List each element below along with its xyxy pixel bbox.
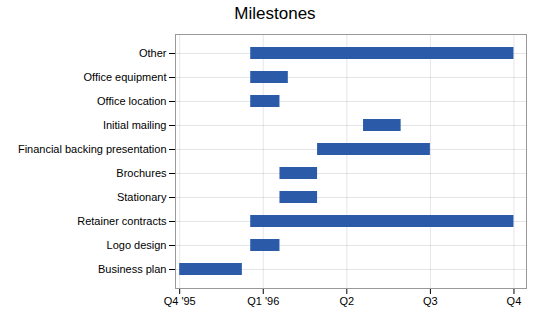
html-text:Milestones: Milestones — [234, 4, 316, 23]
svg-text:Other: Other — [139, 47, 167, 59]
svg-text:Office equipment: Office equipment — [84, 71, 167, 83]
svg-text:Financial backing presentation: Financial backing presentation — [18, 143, 167, 155]
svg-text:Q1 '96: Q1 '96 — [247, 295, 279, 307]
svg-text:Business plan: Business plan — [98, 263, 167, 275]
svg-text:Q2: Q2 — [339, 295, 354, 307]
svg-text:Office location: Office location — [97, 95, 167, 107]
svg-text:Q3: Q3 — [423, 295, 438, 307]
svg-text:Q4 '95: Q4 '95 — [164, 295, 196, 307]
svg-text:Retainer contracts: Retainer contracts — [77, 215, 167, 227]
svg-text:Q4: Q4 — [507, 295, 522, 307]
svg-text:Logo design: Logo design — [107, 239, 167, 251]
svg-text:Initial mailing: Initial mailing — [103, 119, 167, 131]
svg-text:Brochures: Brochures — [116, 167, 167, 179]
svg-text:Stationary: Stationary — [117, 191, 167, 203]
